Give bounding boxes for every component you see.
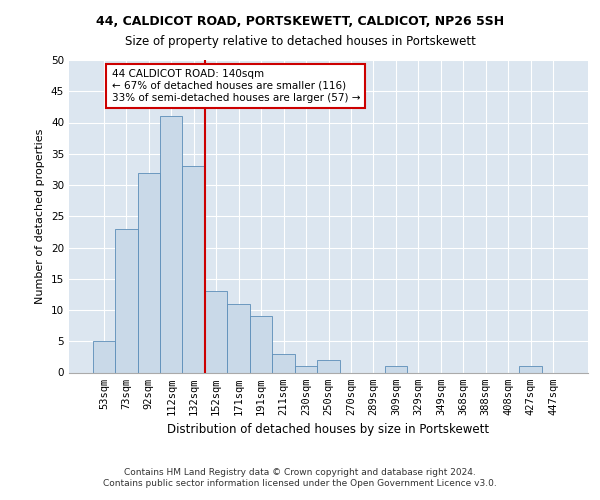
- Bar: [520, 366, 542, 372]
- Text: 44, CALDICOT ROAD, PORTSKEWETT, CALDICOT, NP26 5SH: 44, CALDICOT ROAD, PORTSKEWETT, CALDICOT…: [96, 15, 504, 28]
- Bar: [92, 341, 115, 372]
- Bar: [160, 116, 182, 372]
- Bar: [205, 291, 227, 372]
- Bar: [250, 316, 272, 372]
- Bar: [295, 366, 317, 372]
- Bar: [385, 366, 407, 372]
- Bar: [182, 166, 205, 372]
- Bar: [115, 229, 137, 372]
- Bar: [227, 304, 250, 372]
- Text: Contains HM Land Registry data © Crown copyright and database right 2024.
Contai: Contains HM Land Registry data © Crown c…: [103, 468, 497, 487]
- Bar: [272, 354, 295, 372]
- Y-axis label: Number of detached properties: Number of detached properties: [35, 128, 46, 304]
- Text: 44 CALDICOT ROAD: 140sqm
← 67% of detached houses are smaller (116)
33% of semi-: 44 CALDICOT ROAD: 140sqm ← 67% of detach…: [112, 70, 360, 102]
- X-axis label: Distribution of detached houses by size in Portskewett: Distribution of detached houses by size …: [167, 423, 490, 436]
- Bar: [317, 360, 340, 372]
- Text: Size of property relative to detached houses in Portskewett: Size of property relative to detached ho…: [125, 35, 475, 48]
- Bar: [137, 172, 160, 372]
